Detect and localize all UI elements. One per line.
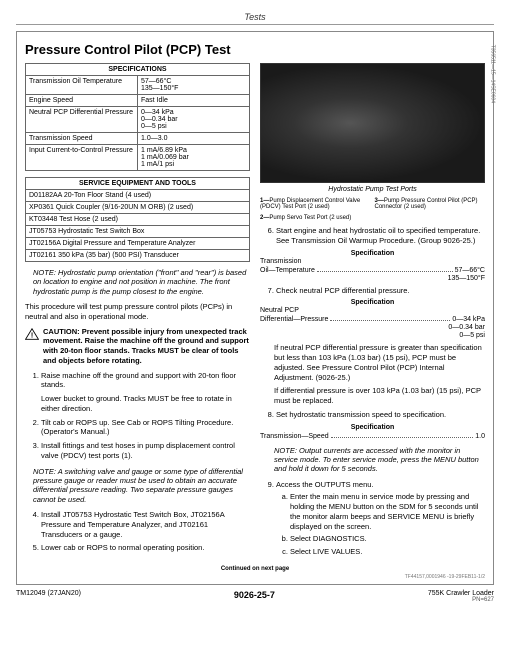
page-footer: TM12049 (27JAN20) 9026-25-7 755K Crawler… (16, 590, 494, 603)
photo-code: T356511—15—14SE0604 (489, 45, 495, 103)
note-switching-valve: NOTE: A switching valve and gauge or som… (33, 467, 250, 505)
spec-val: 1 mA/6.89 kPa 1 mA/0.069 bar 1 mA/1 psi (138, 145, 250, 171)
photo-wrapper: T356511—15—14SE0604 (260, 63, 485, 183)
footer-page-number: 9026-25-7 (234, 590, 275, 603)
spec-key: Transmission Oil Temperature (26, 76, 138, 95)
continued-label: Continued on next page (25, 566, 485, 572)
step-text: Raise machine off the ground and support… (41, 371, 236, 390)
tools-table-heading: SERVICE EQUIPMENT AND TOOLS (26, 178, 250, 190)
step-1: Raise machine off the ground and support… (41, 371, 250, 414)
tool-row: D01182AA 20-Ton Floor Stand (4 used) (26, 190, 250, 202)
spec-heading-3: Specification (260, 424, 485, 431)
caution-block: ! CAUTION: Prevent possible injury from … (25, 327, 250, 366)
spec-heading-2: Specification (260, 299, 485, 306)
spec-line-press-3: 0—5 psi (260, 332, 485, 339)
callout-1: 1—Pump Displacement Control Valve (PDCV)… (260, 198, 371, 210)
spec-val: Fast Idle (138, 95, 250, 107)
footer-right: 755K Crawler Loader PN=627 (428, 590, 494, 603)
spec-key: Neutral PCP Differential Pressure (26, 107, 138, 133)
procedure-steps-right-8: Set hydrostatic transmission speed to sp… (260, 410, 485, 420)
specifications-table: SPECIFICATIONS Transmission Oil Temperat… (25, 63, 250, 171)
content-frame: Pressure Control Pilot (PCP) Test SPECIF… (16, 31, 494, 585)
spec-key: Transmission Speed (26, 133, 138, 145)
callout-legend-2: 2—Pump Servo Test Port (2 used) (260, 215, 485, 221)
spec-val: 1.0—3.0 (138, 133, 250, 145)
photo-caption: Hydrostatic Pump Test Ports (260, 186, 485, 193)
spec-label-1: Transmission (260, 258, 485, 265)
caution-text: CAUTION: Prevent possible injury from un… (43, 327, 250, 366)
procedure-steps-right: Start engine and heat hydrostatic oil to… (260, 226, 485, 246)
micro-code: TF44157,0001946 -19-29FEB11-1/2 (25, 574, 485, 580)
intro-paragraph: This procedure will test pump pressure c… (25, 302, 250, 322)
tool-row: JT02156A Digital Pressure and Temperatur… (26, 238, 250, 250)
spec-key: Input Current-to-Control Pressure (26, 145, 138, 171)
tools-table: SERVICE EQUIPMENT AND TOOLS D01182AA 20-… (25, 177, 250, 262)
page: Tests Pressure Control Pilot (PCP) Test … (0, 0, 510, 615)
callout-2: 2—Pump Servo Test Port (2 used) (260, 215, 371, 221)
step-7: Check neutral PCP differential pressure. (276, 286, 485, 296)
note-hydrostatic-orientation: NOTE: Hydrostatic pump orientation ("fro… (33, 268, 250, 296)
step-3: Install fittings and test hoses in pump … (41, 441, 250, 461)
footer-left: TM12049 (27JAN20) (16, 590, 81, 603)
step-9: Access the OUTPUTS menu. Enter the main … (276, 480, 485, 557)
tool-row: KT03448 Test Hose (2 used) (26, 214, 250, 226)
procedure-steps-right-9: Access the OUTPUTS menu. Enter the main … (260, 480, 485, 557)
spec-key: Engine Speed (26, 95, 138, 107)
procedure-steps-left: Raise machine off the ground and support… (25, 371, 250, 461)
right-column: T356511—15—14SE0604 Hydrostatic Pump Tes… (260, 63, 485, 561)
step-9a: Enter the main menu in service mode by p… (290, 492, 485, 531)
procedure-steps-left-cont: Install JT05753 Hydrostatic Test Switch … (25, 510, 250, 553)
procedure-steps-right-7: Check neutral PCP differential pressure. (260, 286, 485, 296)
spec-val: 0—34 kPa 0—0.34 bar 0—5 psi (138, 107, 250, 133)
spec-heading-1: Specification (260, 250, 485, 257)
hydrostatic-pump-photo (260, 63, 485, 183)
spec-table-heading: SPECIFICATIONS (26, 64, 250, 76)
section-heading: Tests (16, 12, 494, 22)
caution-icon: ! (25, 328, 39, 340)
spec-val: 57—66°C 135—150°F (138, 76, 250, 95)
tool-row: XP0361 Quick Coupler (9/16-20UN M ORB) (… (26, 202, 250, 214)
spec-label-2: Neutral PCP (260, 307, 485, 314)
spec-line-press-2: 0—0.34 bar (260, 324, 485, 331)
left-column: SPECIFICATIONS Transmission Oil Temperat… (25, 63, 250, 561)
callout-legend: 1—Pump Displacement Control Valve (PDCV)… (260, 198, 485, 210)
svg-text:!: ! (31, 332, 33, 339)
step-8: Set hydrostatic transmission speed to sp… (276, 410, 485, 420)
note-output-currents: NOTE: Output currents are accessed with … (274, 446, 485, 474)
spec-line-temp-2: 135—150°F (260, 275, 485, 282)
callout-3: 3—Pump Pressure Control Pilot (PCP) Conn… (375, 198, 486, 210)
step-6: Start engine and heat hydrostatic oil to… (276, 226, 485, 246)
step-9-text: Access the OUTPUTS menu. (276, 480, 374, 489)
footer-pn: PN=627 (428, 597, 494, 603)
spec-line-press: Differential—Pressure0—34 kPa (260, 315, 485, 323)
step-2: Tilt cab or ROPS up. See Cab or ROPS Til… (41, 418, 250, 438)
step-5: Lower cab or ROPS to normal operating po… (41, 543, 250, 553)
footer-model: 755K Crawler Loader (428, 590, 494, 597)
step-1-extra: Lower bucket to ground. Tracks MUST be f… (41, 394, 250, 414)
step-9-sublist: Enter the main menu in service mode by p… (276, 492, 485, 557)
step-4: Install JT05753 Hydrostatic Test Switch … (41, 510, 250, 539)
spec-line-temp: Oil—Temperature57—66°C (260, 266, 485, 274)
step-7-note-2: If differential pressure is over 103 kPa… (274, 386, 485, 406)
tool-row: JT02161 350 kPa (35 bar) (500 PSI) Trans… (26, 250, 250, 262)
step-9c: Select LIVE VALUES. (290, 547, 485, 557)
page-title: Pressure Control Pilot (PCP) Test (25, 42, 485, 57)
page-header: Tests (16, 12, 494, 25)
step-7-note-1: If neutral PCP differential pressure is … (274, 343, 485, 382)
spec-line-speed: Transmission—Speed1.0 (260, 432, 485, 440)
tool-row: JT05753 Hydrostatic Test Switch Box (26, 226, 250, 238)
step-9b: Select DIAGNOSTICS. (290, 534, 485, 544)
